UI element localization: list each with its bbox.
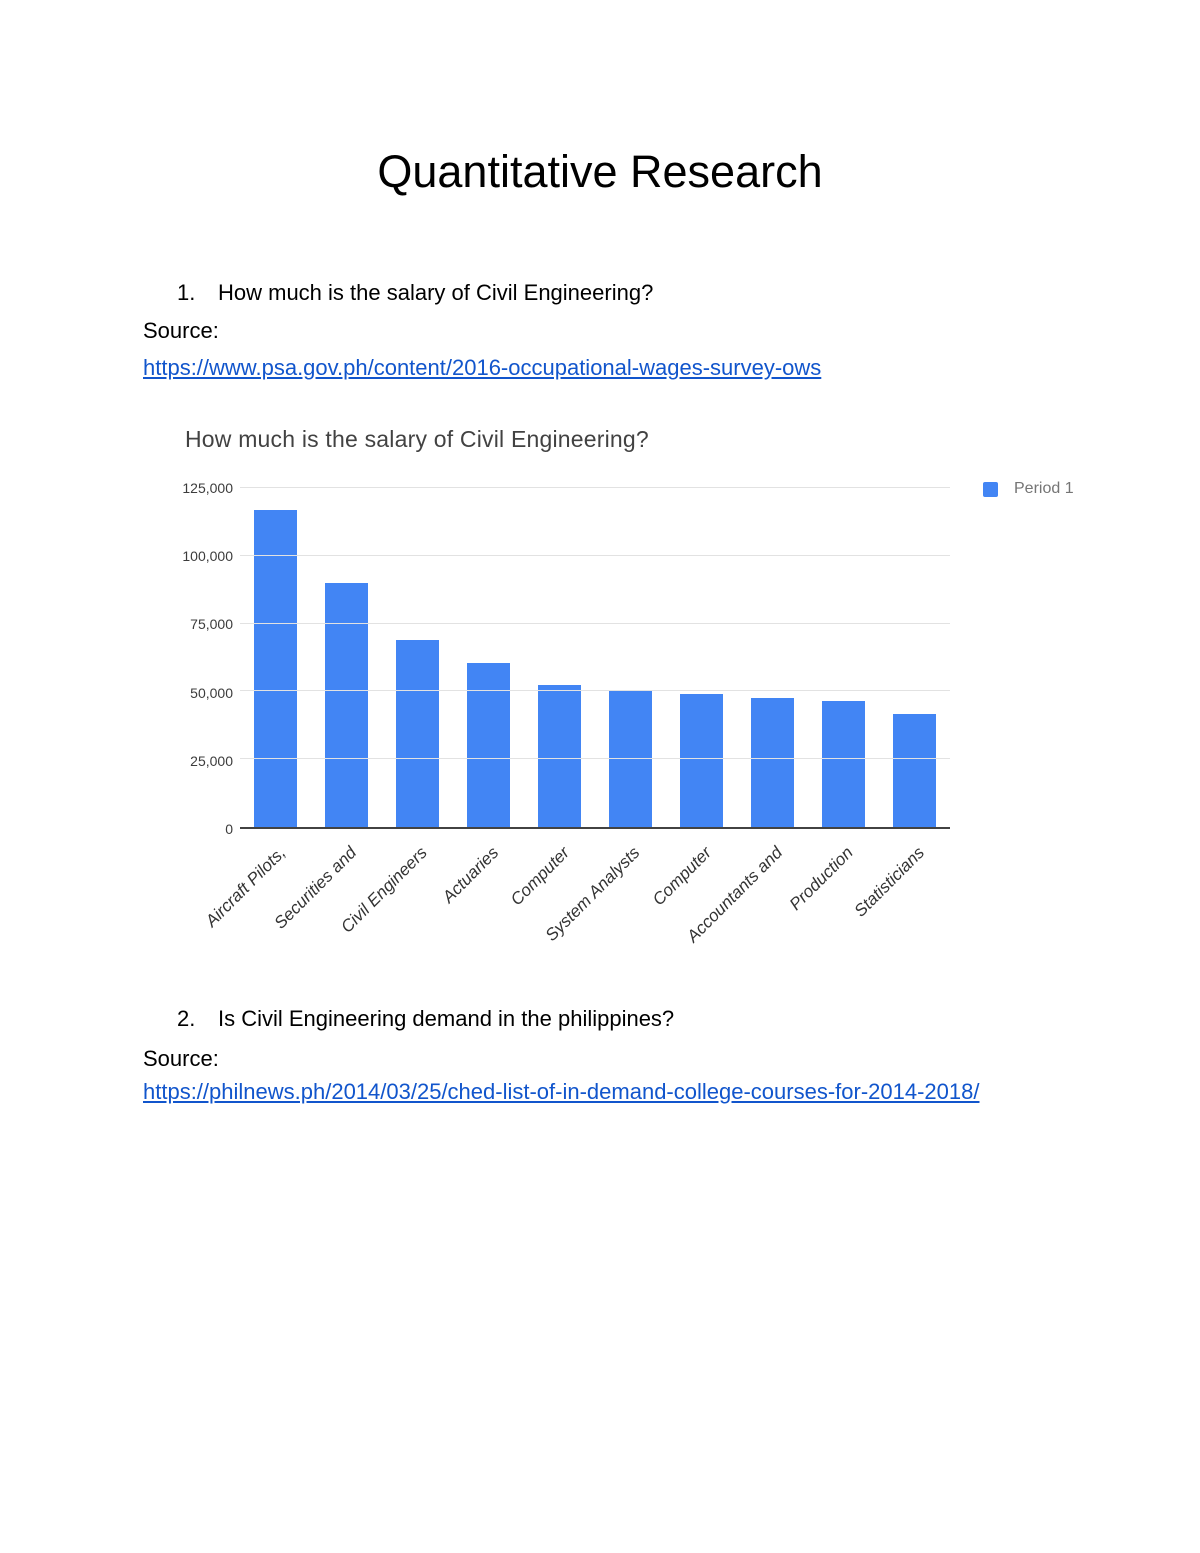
- bar-1: [254, 509, 297, 827]
- chart-title: How much is the salary of Civil Engineer…: [185, 426, 649, 452]
- x-slot: System Analysts: [542, 831, 666, 981]
- source-label-1: Source:: [143, 318, 219, 343]
- plot-area: [240, 487, 950, 829]
- question-1-number: 1.: [177, 280, 196, 305]
- gridline: [240, 690, 950, 692]
- bar-slot: [595, 488, 666, 827]
- y-tick-label: 75,000: [190, 616, 233, 633]
- gridline: [240, 622, 950, 624]
- bar-10: [893, 714, 936, 827]
- embedded-bar-chart: How much is the salary of Civil Engineer…: [150, 418, 1150, 983]
- y-tick-label: 125,000: [182, 480, 233, 496]
- bars-row: [240, 488, 950, 827]
- y-tick-label: 100,000: [182, 548, 233, 565]
- bar-slot: [240, 488, 311, 827]
- page-title: Quantitative Research: [377, 146, 823, 197]
- chart-legend: Period 1: [983, 480, 1074, 498]
- x-slot: Actuaries: [438, 831, 524, 981]
- bar-slot: [453, 488, 524, 827]
- x-axis-labels: Aircraft Pilots, Securities and Civil Engi…: [201, 831, 950, 981]
- bar-2: [325, 582, 368, 827]
- bar-7: [680, 694, 723, 827]
- bar-slot: [666, 488, 737, 827]
- y-tick-label: 50,000: [190, 684, 233, 701]
- bar-slot: [311, 488, 382, 827]
- y-tick-label: 0: [225, 821, 233, 837]
- bar-3: [396, 639, 439, 827]
- legend-label: Period 1: [1014, 480, 1074, 497]
- source-link-1[interactable]: https://www.psa.gov.ph/content/2016-occu…: [143, 355, 822, 380]
- y-axis-labels: 0 25,000 50,000 75,000 100,000 125,000: [150, 480, 233, 837]
- bar-4: [467, 662, 510, 827]
- gridline: [240, 554, 950, 556]
- gridline: [240, 758, 950, 760]
- bar-5: [538, 685, 581, 827]
- bar-slot: [524, 488, 595, 827]
- question-2-item: 2. Is Civil Engineering demand in the phi…: [177, 1006, 674, 1032]
- bar-8: [751, 698, 794, 827]
- x-slot: Statisticians: [850, 831, 950, 981]
- x-slot: Civil Engineers: [337, 831, 453, 981]
- question-2-number: 2.: [177, 1006, 196, 1031]
- source-label-2: Source:: [143, 1046, 219, 1071]
- bar-9: [822, 700, 865, 827]
- source-link-2[interactable]: https://philnews.ph/2014/03/25/ched-list…: [143, 1079, 980, 1104]
- gridline: [240, 487, 950, 488]
- legend-swatch: [983, 481, 998, 497]
- question-1-item: 1. How much is the salary of Civil Engine…: [177, 280, 653, 306]
- question-2-text: Is Civil Engineering demand in the phili…: [218, 1006, 675, 1031]
- bar-slot: [737, 488, 808, 827]
- bar-slot: [382, 488, 453, 827]
- bar-slot: [879, 488, 950, 827]
- y-tick-label: 25,000: [190, 752, 233, 769]
- question-1-text: How much is the salary of Civil Engineer…: [218, 280, 654, 305]
- bar-slot: [808, 488, 879, 827]
